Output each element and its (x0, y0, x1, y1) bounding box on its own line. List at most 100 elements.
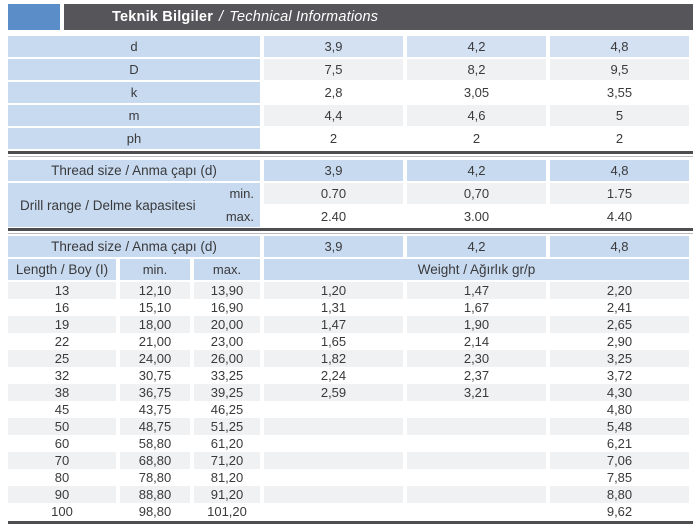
length-cell: 13 (8, 282, 116, 299)
header-title-bar: Teknik Bilgiler / Technical Informations (64, 4, 693, 30)
param-value-cell: 9,5 (550, 59, 689, 80)
table-divider-rule (8, 228, 693, 234)
table-row-length-16: 16 15,10 16,90 1,31 1,67 2,41 (8, 299, 693, 316)
table-divider-rule (8, 521, 693, 525)
weight-cell (407, 503, 546, 520)
table-row-length-50: 50 48,75 51,25 5,48 (8, 418, 693, 435)
table-row-length-70: 70 68,80 71,20 7,06 (8, 452, 693, 469)
min-cell: 88,80 (120, 486, 190, 503)
table-row-length-45: 45 43,75 46,25 4,80 (8, 401, 693, 418)
table-row-length-80: 80 78,80 81,20 7,85 (8, 469, 693, 486)
max-cell: 26,00 (194, 350, 260, 367)
weight-cell: 7,85 (550, 469, 689, 486)
drill-range-header-row: Thread size / Anma çapı (d) 3,9 4,2 4,8 (8, 160, 693, 181)
drill-min-value: 0,70 (407, 183, 546, 204)
weight-cell (264, 435, 403, 452)
length-weight-table: Thread size / Anma çapı (d) 3,9 4,2 4,8 … (8, 236, 693, 520)
weight-cell: 2,14 (407, 333, 546, 350)
param-value-cell: 2 (550, 128, 689, 149)
min-column-header: min. (120, 259, 190, 280)
weight-cell: 4,30 (550, 384, 689, 401)
weight-cell (407, 486, 546, 503)
max-cell: 20,00 (194, 316, 260, 333)
param-value-cell: 7,5 (264, 59, 403, 80)
weight-cell (264, 401, 403, 418)
length-cell: 19 (8, 316, 116, 333)
param-value-cell: 2,8 (264, 82, 403, 103)
weight-cell: 1,82 (264, 350, 403, 367)
length-cell: 16 (8, 299, 116, 316)
max-cell: 91,20 (194, 486, 260, 503)
min-cell: 48,75 (120, 418, 190, 435)
weight-cell (407, 401, 546, 418)
min-cell: 12,10 (120, 282, 190, 299)
thread-size-header-label: Thread size / Anma çapı (d) (8, 160, 260, 181)
max-sublabel: max. (225, 209, 254, 224)
length-cell: 32 (8, 367, 116, 384)
weight-cell (264, 452, 403, 469)
drill-max-value: 2.40 (264, 206, 403, 227)
length-cell: 90 (8, 486, 116, 503)
screw-params-table: d 3,9 4,2 4,8 D 7,5 8,2 9,5 k 2,8 3,05 3,55 m 4,4 4,6 5… (8, 36, 693, 149)
min-sublabel: min. (229, 186, 254, 201)
weight-cell (407, 418, 546, 435)
param-label-cell-ph: ph (8, 128, 260, 149)
max-cell: 51,25 (194, 418, 260, 435)
length-cell: 22 (8, 333, 116, 350)
max-cell: 61,20 (194, 435, 260, 452)
length-cell: 38 (8, 384, 116, 401)
size-column-header: 3,9 (264, 160, 403, 181)
max-cell: 39,25 (194, 384, 260, 401)
weight-cell (407, 435, 546, 452)
weight-cell: 4,80 (550, 401, 689, 418)
page-title-tr: Teknik Bilgiler (112, 9, 214, 25)
param-label-cell-d: d (8, 36, 260, 57)
param-value-cell: 4,2 (407, 36, 546, 57)
size-column-header: 3,9 (264, 236, 403, 257)
weight-cell: 1,31 (264, 299, 403, 316)
weight-cell: 2,59 (264, 384, 403, 401)
table-row-length-100: 100 98,80 101,20 9,62 (8, 503, 693, 520)
thread-size-header-row: Thread size / Anma çapı (d) 3,9 4,2 4,8 (8, 236, 693, 257)
drill-range-table: Thread size / Anma çapı (d) 3,9 4,2 4,8 … (8, 160, 693, 227)
weight-cell (264, 418, 403, 435)
weight-cell: 1,90 (407, 316, 546, 333)
table-row-length-13: 13 12,10 13,90 1,20 1,47 2,20 (8, 282, 693, 299)
length-cell: 80 (8, 469, 116, 486)
min-cell: 15,10 (120, 299, 190, 316)
size-column-header: 4,8 (550, 160, 689, 181)
weight-cell: 2,41 (550, 299, 689, 316)
min-cell: 98,80 (120, 503, 190, 520)
size-column-header: 4,8 (550, 236, 689, 257)
length-cell: 60 (8, 435, 116, 452)
size-column-header: 4,2 (407, 160, 546, 181)
drill-range-label-cell: Drill range / Delme kapasitesi min. max. (8, 183, 260, 227)
table-row-length-25: 25 24,00 26,00 1,82 2,30 3,25 (8, 350, 693, 367)
drill-range-label: Drill range / Delme kapasitesi (20, 197, 196, 213)
table-row-length-19: 19 18,00 20,00 1,47 1,90 2,65 (8, 316, 693, 333)
length-weight-subheader-row: Length / Boy (I) min. max. Weight / Ağır… (8, 259, 693, 280)
weight-cell: 3,21 (407, 384, 546, 401)
param-value-cell: 4,6 (407, 105, 546, 126)
param-value-cell: 8,2 (407, 59, 546, 80)
table-row-length-60: 60 58,80 61,20 6,21 (8, 435, 693, 452)
table-row-length-38: 38 36,75 39,25 2,59 3,21 4,30 (8, 384, 693, 401)
min-cell: 24,00 (120, 350, 190, 367)
weight-cell (407, 452, 546, 469)
max-cell: 46,25 (194, 401, 260, 418)
weight-cell (407, 469, 546, 486)
weight-cell: 1,67 (407, 299, 546, 316)
max-cell: 13,90 (194, 282, 260, 299)
min-cell: 43,75 (120, 401, 190, 418)
drill-range-body: Drill range / Delme kapasitesi min. max.… (8, 183, 693, 227)
weight-cell: 9,62 (550, 503, 689, 520)
drill-min-value: 0.70 (264, 183, 403, 204)
length-weight-rows: 13 12,10 13,90 1,20 1,47 2,20 16 15,10 16,90 1,31… (8, 282, 693, 520)
max-cell: 33,25 (194, 367, 260, 384)
param-value-cell: 3,55 (550, 82, 689, 103)
min-cell: 68,80 (120, 452, 190, 469)
weight-cell (264, 486, 403, 503)
weight-cell: 3,25 (550, 350, 689, 367)
weight-column-header: Weight / Ağırlık gr/p (264, 259, 689, 280)
param-value-cell: 3,05 (407, 82, 546, 103)
